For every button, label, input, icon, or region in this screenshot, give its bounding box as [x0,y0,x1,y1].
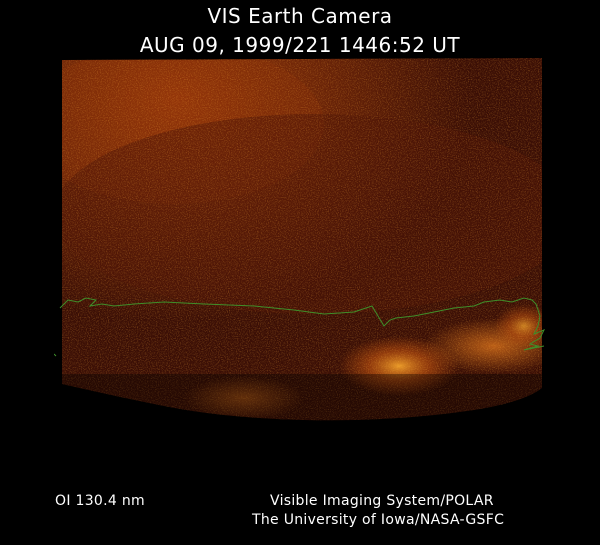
earth-camera-image [53,54,546,426]
instrument-credit: Visible Imaging System/POLAR [270,493,494,509]
image-disk [62,58,542,421]
filter-wavelength-label: OI 130.4 nm [55,493,145,509]
timestamp-title: AUG 09, 1999/221 1446:52 UT [139,33,461,57]
earth-limb-outline [59,297,546,351]
institution-credit: The University of Iowa/NASA-GSFC [252,512,505,528]
camera-title: VIS Earth Camera [207,4,393,28]
